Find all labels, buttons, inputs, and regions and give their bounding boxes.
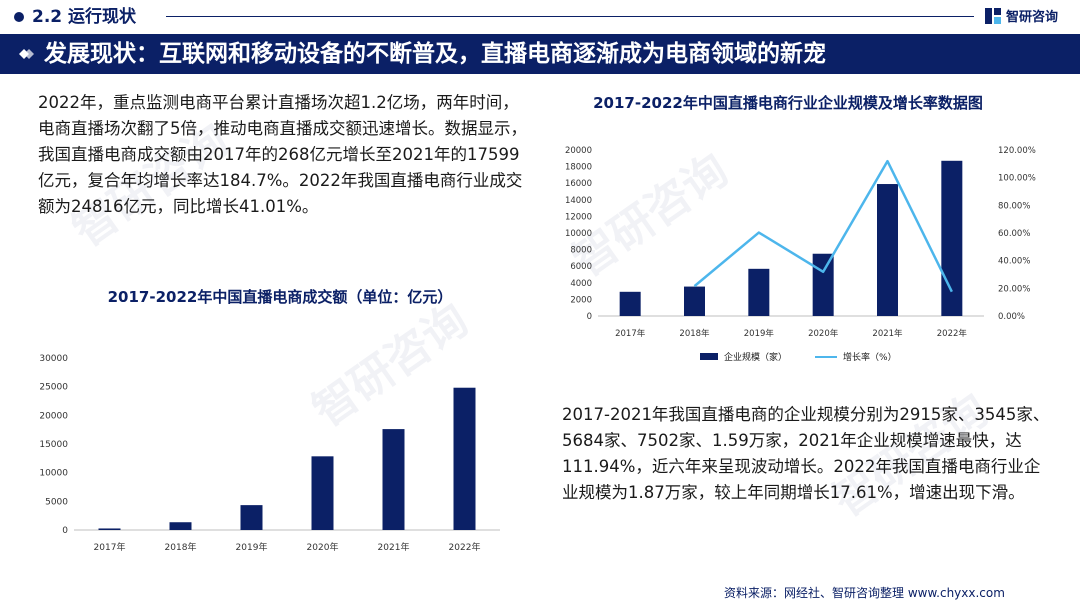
bar: [877, 184, 898, 316]
y-tick-label: 5000: [45, 497, 68, 507]
y2-tick-label: 40.00%: [998, 257, 1030, 267]
y-tick-label: 14000: [565, 196, 592, 206]
y2-tick-label: 100.00%: [998, 174, 1036, 184]
y-tick-label: 0: [62, 526, 68, 536]
brand-name: 智研咨询: [1006, 10, 1059, 25]
left-chart-title: 2017-2022年中国直播电商成交额（单位：亿元）: [107, 288, 453, 306]
chart-legend: 企业规模（家） 增长率（%）: [700, 350, 897, 363]
bar: [748, 268, 770, 316]
y2-tick-label: 80.00%: [998, 201, 1030, 211]
y2-tick-label: 0.00%: [998, 312, 1025, 322]
x-tick-label: 2017年: [615, 328, 646, 339]
bar: [382, 429, 405, 530]
bar: [453, 387, 476, 530]
x-tick-label: 2020年: [808, 328, 839, 339]
y2-tick-label: 60.00%: [998, 229, 1030, 239]
x-tick-label: 2019年: [236, 541, 268, 553]
y-tick-label: 10000: [565, 229, 592, 239]
legend-line-label: 增长率（%）: [843, 353, 897, 363]
legend-line-swatch: [815, 355, 838, 358]
right-paragraph: 2017-2021年我国直播电商的企业规模分别为2915家、3545家、5684…: [562, 405, 1050, 502]
y-tick-label: 4000: [570, 279, 592, 289]
legend-bar-label: 企业规模（家）: [724, 353, 788, 363]
y-tick-label: 0: [587, 312, 592, 322]
x-tick-label: 2021年: [378, 541, 410, 553]
y-tick-label: 30000: [39, 354, 68, 364]
legend-bar-swatch: [700, 353, 718, 360]
y-tick-label: 25000: [39, 383, 68, 393]
x-tick-label: 2021年: [872, 328, 903, 339]
y-tick-label: 8000: [570, 246, 592, 256]
x-tick-label: 2017年: [94, 541, 126, 553]
y-tick-label: 15000: [39, 440, 68, 450]
brand-logo-icon: [985, 7, 1001, 24]
top-bar: 2.2 运行现状 智研咨询: [0, 0, 1080, 34]
y-tick-label: 20000: [39, 411, 68, 421]
bar: [311, 456, 334, 530]
section-divider: [166, 16, 974, 17]
x-tick-label: 2022年: [449, 541, 481, 553]
y-tick-label: 12000: [565, 212, 592, 222]
source-note: 资料来源：网经社、智研咨询整理 www.chyxx.com: [724, 586, 1005, 600]
x-tick-label: 2018年: [679, 328, 710, 339]
x-tick-label: 2018年: [165, 541, 197, 553]
x-tick-label: 2019年: [744, 328, 775, 339]
growth-rate-line: [693, 159, 953, 293]
y-tick-label: 6000: [570, 262, 592, 272]
x-tick-label: 2022年: [937, 328, 968, 339]
y-tick-label: 16000: [565, 179, 592, 189]
headline-banner: 发展现状：互联网和移动设备的不断普及，直播电商逐渐成为电商领域的新宠: [0, 34, 1080, 74]
enterprise-scale-chart: 0 2000 4000 6000 8000 10000 12000 14000 16000 180…: [565, 146, 1036, 339]
y2-tick-label: 120.00%: [998, 146, 1036, 156]
right-chart-title: 2017-2022年中国直播电商行业企业规模及增长率数据图: [593, 94, 983, 112]
left-paragraph: 2022年，重点监测电商平台累计直播场次超1.2亿场，两年时间，电商直播场次翻了…: [38, 93, 527, 216]
bar: [812, 253, 834, 316]
bar: [684, 286, 705, 316]
diamond-bullets-icon: [19, 49, 34, 59]
x-tick-label: 2020年: [307, 541, 339, 553]
y-tick-label: 2000: [570, 295, 592, 305]
y-tick-label: 20000: [565, 146, 592, 156]
y-tick-label: 18000: [565, 163, 592, 173]
section-bullet-icon: [14, 12, 24, 22]
bar: [240, 505, 263, 530]
transaction-volume-chart: 0 5000 10000 15000 20000 25000 30000 2017年 2018年…: [39, 354, 500, 553]
bar: [98, 528, 121, 530]
section-title: 2.2 运行现状: [32, 7, 137, 27]
bar: [941, 160, 963, 316]
bar: [619, 291, 641, 316]
y-tick-label: 10000: [39, 469, 68, 479]
headline-title: 发展现状：互联网和移动设备的不断普及，直播电商逐渐成为电商领域的新宠: [44, 41, 826, 67]
brand: 智研咨询: [984, 6, 1058, 25]
y2-tick-label: 20.00%: [998, 284, 1030, 294]
bar: [169, 522, 192, 530]
